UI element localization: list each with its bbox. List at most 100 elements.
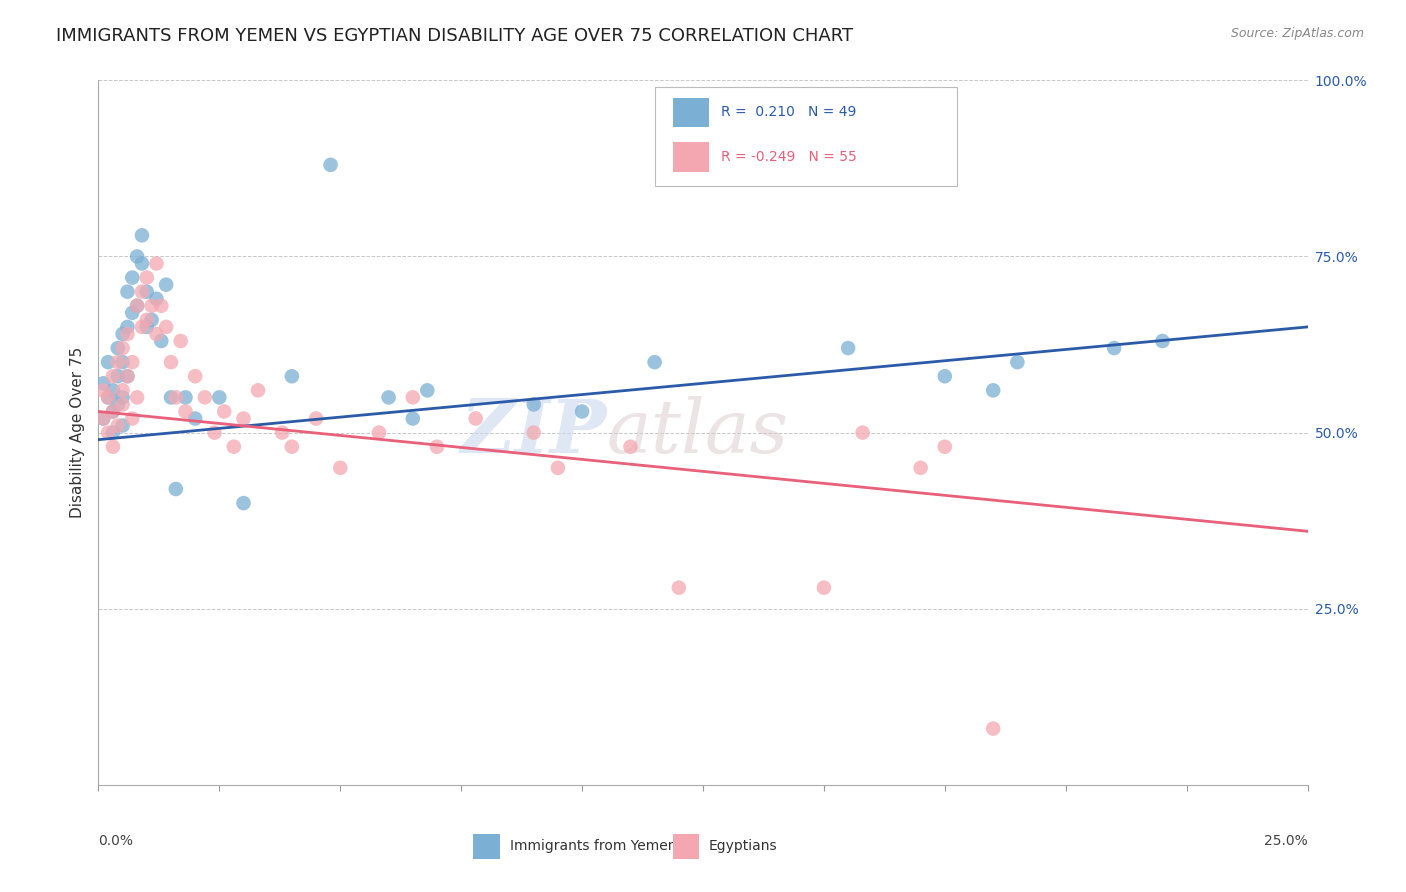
Point	[165, 482, 187, 496]
Point	[107, 418, 129, 433]
Point	[150, 299, 173, 313]
Point	[329, 460, 352, 475]
Point	[281, 369, 304, 384]
Point	[547, 460, 569, 475]
Point	[97, 391, 120, 405]
Text: R = -0.249   N = 55: R = -0.249 N = 55	[721, 150, 856, 164]
FancyBboxPatch shape	[673, 98, 709, 128]
Point	[117, 320, 139, 334]
Point	[416, 384, 439, 398]
Point	[131, 228, 153, 243]
Point	[813, 581, 835, 595]
Point	[121, 270, 143, 285]
Point	[174, 391, 197, 405]
Point	[111, 341, 134, 355]
Point	[127, 391, 149, 405]
Point	[155, 320, 177, 334]
Text: atlas: atlas	[606, 396, 789, 469]
Point	[174, 404, 197, 418]
Point	[155, 277, 177, 292]
FancyBboxPatch shape	[672, 834, 699, 859]
Point	[131, 285, 153, 299]
Point	[131, 256, 153, 270]
Point	[117, 369, 139, 384]
Point	[107, 397, 129, 411]
Point	[910, 460, 932, 475]
Point	[464, 411, 486, 425]
Point	[121, 411, 143, 425]
Point	[117, 326, 139, 341]
Point	[127, 299, 149, 313]
Point	[169, 334, 191, 348]
Point	[1007, 355, 1029, 369]
Point	[212, 404, 235, 418]
Point	[101, 425, 124, 440]
Point	[232, 496, 254, 510]
Point	[107, 369, 129, 384]
Point	[247, 384, 270, 398]
Text: 25.0%: 25.0%	[1264, 834, 1308, 848]
Point	[135, 285, 157, 299]
Point	[135, 270, 157, 285]
Point	[131, 320, 153, 334]
Text: IMMIGRANTS FROM YEMEN VS EGYPTIAN DISABILITY AGE OVER 75 CORRELATION CHART: IMMIGRANTS FROM YEMEN VS EGYPTIAN DISABI…	[56, 27, 853, 45]
Point	[101, 369, 124, 384]
Point	[208, 391, 231, 405]
Point	[101, 404, 124, 418]
Text: 0.0%: 0.0%	[98, 834, 134, 848]
Point	[117, 369, 139, 384]
Text: R =  0.210   N = 49: R = 0.210 N = 49	[721, 105, 856, 119]
Text: Immigrants from Yemen: Immigrants from Yemen	[509, 839, 676, 854]
Point	[127, 250, 149, 264]
Point	[571, 404, 593, 418]
Point	[368, 425, 391, 440]
Point	[121, 306, 143, 320]
Point	[160, 355, 183, 369]
Point	[111, 391, 134, 405]
Point	[402, 411, 425, 425]
Point	[305, 411, 328, 425]
FancyBboxPatch shape	[655, 87, 957, 186]
Point	[377, 391, 399, 405]
Point	[141, 299, 163, 313]
Point	[111, 326, 134, 341]
FancyBboxPatch shape	[673, 143, 709, 172]
Point	[934, 369, 956, 384]
Point	[91, 376, 114, 391]
Point	[184, 369, 207, 384]
Point	[1152, 334, 1174, 348]
Point	[150, 334, 173, 348]
Point	[101, 440, 124, 454]
Point	[271, 425, 294, 440]
Text: Source: ZipAtlas.com: Source: ZipAtlas.com	[1230, 27, 1364, 40]
Point	[111, 384, 134, 398]
Point	[981, 384, 1004, 398]
Point	[127, 299, 149, 313]
Point	[644, 355, 666, 369]
Point	[111, 418, 134, 433]
Point	[184, 411, 207, 425]
Point	[101, 384, 124, 398]
Point	[111, 355, 134, 369]
Point	[281, 440, 304, 454]
Point	[117, 285, 139, 299]
Point	[160, 391, 183, 405]
Point	[222, 440, 245, 454]
Point	[523, 397, 546, 411]
Point	[107, 341, 129, 355]
Point	[619, 440, 641, 454]
Point	[145, 292, 167, 306]
Point	[91, 411, 114, 425]
Point	[426, 440, 449, 454]
Point	[402, 391, 425, 405]
Point	[107, 355, 129, 369]
Point	[97, 391, 120, 405]
Point	[121, 355, 143, 369]
Point	[135, 320, 157, 334]
FancyBboxPatch shape	[474, 834, 501, 859]
Point	[194, 391, 217, 405]
Point	[165, 391, 187, 405]
Point	[91, 384, 114, 398]
Text: ZIP: ZIP	[460, 396, 606, 469]
Point	[523, 425, 546, 440]
